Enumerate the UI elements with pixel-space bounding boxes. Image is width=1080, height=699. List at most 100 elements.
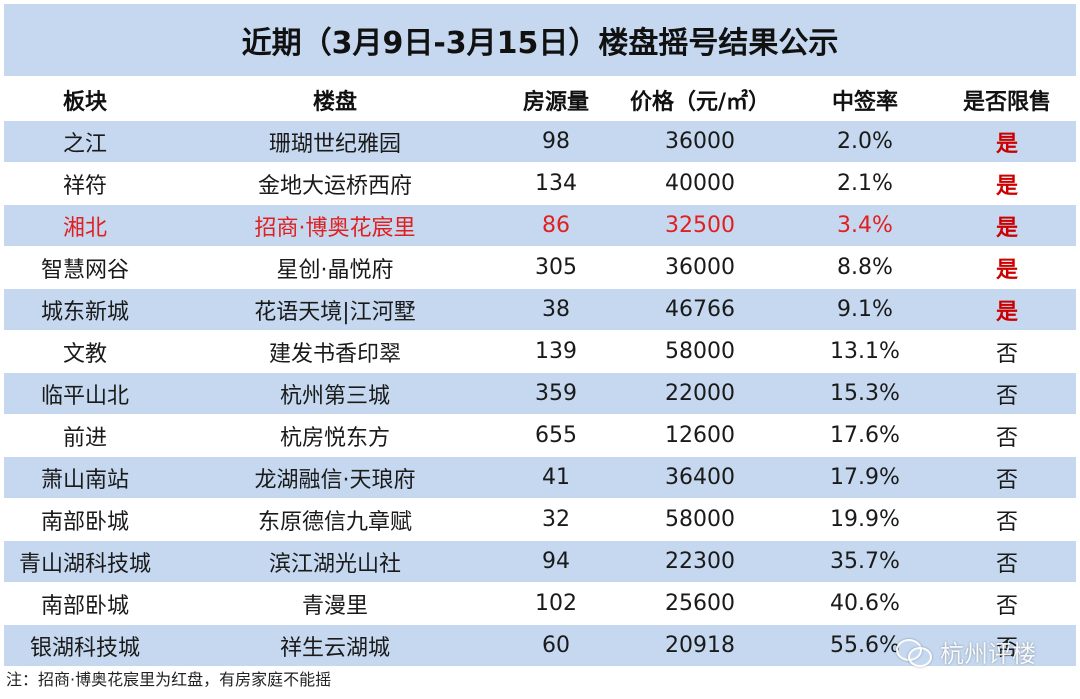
cell-price: 36400 bbox=[665, 465, 735, 490]
cell-area: 青山湖科技城 bbox=[18, 551, 151, 577]
cell-restricted: 否 bbox=[995, 425, 1018, 451]
cell-units: 32 bbox=[542, 507, 570, 532]
cell-restricted: 否 bbox=[995, 341, 1018, 367]
table-row: 南部卧城 青漫里 102 25600 40.6% 否 bbox=[4, 583, 1076, 625]
cell-project: 滨江湖光山社 bbox=[268, 551, 401, 577]
table-row: 湘北 招商·博奥花宸里 86 32500 3.4% 是 bbox=[4, 205, 1076, 247]
watermark: 杭州评楼 bbox=[896, 634, 1036, 669]
cell-price: 36000 bbox=[665, 129, 735, 154]
cell-rate: 8.8% bbox=[837, 255, 893, 280]
cell-units: 359 bbox=[535, 381, 577, 406]
cell-project: 花语天境|江河墅 bbox=[254, 299, 416, 325]
cell-restricted: 是 bbox=[995, 173, 1018, 199]
footnote: 注：招商·博奥花宸里为红盘，有房家庭不能摇 bbox=[6, 670, 332, 689]
cell-price: 32500 bbox=[665, 213, 735, 238]
cell-restricted: 否 bbox=[995, 383, 1018, 409]
cell-price: 46766 bbox=[665, 297, 735, 322]
table-row: 之江 珊瑚世纪雅园 98 36000 2.0% 是 bbox=[4, 121, 1076, 163]
table-row: 南部卧城 东原德信九章赋 32 58000 19.9% 否 bbox=[4, 499, 1076, 541]
cell-project: 招商·博奥花宸里 bbox=[254, 215, 416, 241]
cell-units: 41 bbox=[542, 465, 570, 490]
cell-area: 银湖科技城 bbox=[29, 635, 140, 661]
cell-project: 杭州第三城 bbox=[279, 383, 390, 409]
cell-project: 建发书香印翠 bbox=[268, 341, 401, 367]
header-rate: 中签率 bbox=[831, 90, 898, 115]
cell-price: 40000 bbox=[665, 171, 735, 196]
cell-units: 134 bbox=[535, 171, 577, 196]
cell-restricted: 是 bbox=[995, 299, 1018, 325]
cell-project: 青漫里 bbox=[301, 593, 368, 619]
cell-rate: 35.7% bbox=[830, 549, 900, 574]
cell-project: 珊瑚世纪雅园 bbox=[268, 131, 401, 157]
cell-area: 智慧网谷 bbox=[40, 257, 129, 283]
page-title: 近期（3月9日-3月15日）楼盘摇号结果公示 bbox=[4, 4, 1076, 76]
cell-project: 杭房悦东方 bbox=[279, 425, 390, 451]
cell-area: 湘北 bbox=[62, 215, 107, 241]
cell-price: 22300 bbox=[665, 549, 735, 574]
cell-price: 25600 bbox=[665, 591, 735, 616]
cell-restricted: 否 bbox=[995, 551, 1018, 577]
cell-units: 98 bbox=[542, 129, 570, 154]
cell-rate: 2.0% bbox=[837, 129, 893, 154]
cell-units: 38 bbox=[542, 297, 570, 322]
cell-units: 86 bbox=[542, 213, 570, 238]
cell-rate: 3.4% bbox=[837, 213, 893, 238]
table-row: 祥符 金地大运桥西府 134 40000 2.1% 是 bbox=[4, 163, 1076, 205]
cell-rate: 13.1% bbox=[830, 339, 900, 364]
cell-area: 临平山北 bbox=[40, 383, 129, 409]
cell-rate: 40.6% bbox=[830, 591, 900, 616]
cell-rate: 2.1% bbox=[837, 171, 893, 196]
cell-restricted: 否 bbox=[995, 593, 1018, 619]
table-header: 板块 楼盘 房源量 价格（元/㎡） 中签率 是否限售 bbox=[4, 80, 1076, 120]
watermark-text: 杭州评楼 bbox=[940, 640, 1036, 668]
cell-restricted: 是 bbox=[995, 257, 1018, 283]
cell-rate: 19.9% bbox=[830, 507, 900, 532]
cell-price: 36000 bbox=[665, 255, 735, 280]
cell-restricted: 是 bbox=[995, 215, 1018, 241]
header-restricted: 是否限售 bbox=[962, 90, 1051, 115]
cell-project: 龙湖融信·天琅府 bbox=[254, 467, 416, 493]
cell-area: 南部卧城 bbox=[40, 509, 129, 535]
table-body: 之江 珊瑚世纪雅园 98 36000 2.0% 是祥符 金地大运桥西府 134 40000 2.1… bbox=[4, 121, 1076, 667]
cell-units: 305 bbox=[535, 255, 577, 280]
cell-rate: 17.6% bbox=[830, 423, 900, 448]
cell-price: 20918 bbox=[665, 633, 735, 658]
cell-restricted: 否 bbox=[995, 635, 1018, 661]
cell-price: 22000 bbox=[665, 381, 735, 406]
table-row: 前进 杭房悦东方 655 12600 17.6% 否 bbox=[4, 415, 1076, 457]
wechat-icon bbox=[896, 637, 932, 667]
table-row: 文教 建发书香印翠 139 58000 13.1% 否 bbox=[4, 331, 1076, 373]
cell-restricted: 否 bbox=[995, 467, 1018, 493]
table-row: 萧山南站 龙湖融信·天琅府 41 36400 17.9% 否 bbox=[4, 457, 1076, 499]
cell-area: 南部卧城 bbox=[40, 593, 129, 619]
cell-project: 东原德信九章赋 bbox=[257, 509, 412, 535]
cell-area: 前进 bbox=[62, 425, 107, 451]
cell-price: 58000 bbox=[665, 507, 735, 532]
header-project: 楼盘 bbox=[312, 90, 357, 115]
cell-units: 102 bbox=[535, 591, 577, 616]
cell-project: 星创·晶悦府 bbox=[276, 257, 394, 283]
cell-units: 139 bbox=[535, 339, 577, 364]
table-row: 智慧网谷 星创·晶悦府 305 36000 8.8% 是 bbox=[4, 247, 1076, 289]
header-price: 价格（元/㎡） bbox=[629, 90, 771, 115]
cell-area: 之江 bbox=[62, 131, 107, 157]
cell-rate: 9.1% bbox=[837, 297, 893, 322]
header-units: 房源量 bbox=[522, 90, 589, 115]
cell-rate: 15.3% bbox=[830, 381, 900, 406]
cell-area: 城东新城 bbox=[40, 299, 129, 325]
cell-restricted: 否 bbox=[995, 509, 1018, 535]
cell-price: 12600 bbox=[665, 423, 735, 448]
cell-area: 文教 bbox=[62, 341, 107, 367]
cell-project: 金地大运桥西府 bbox=[257, 173, 412, 199]
cell-price: 58000 bbox=[665, 339, 735, 364]
cell-area: 萧山南站 bbox=[40, 467, 129, 493]
table-row: 青山湖科技城 滨江湖光山社 94 22300 35.7% 否 bbox=[4, 541, 1076, 583]
cell-units: 94 bbox=[542, 549, 570, 574]
cell-units: 60 bbox=[542, 633, 570, 658]
table-row: 城东新城 花语天境|江河墅 38 46766 9.1% 是 bbox=[4, 289, 1076, 331]
cell-area: 祥符 bbox=[62, 173, 107, 199]
cell-restricted: 是 bbox=[995, 131, 1018, 157]
cell-rate: 55.6% bbox=[830, 633, 900, 658]
cell-rate: 17.9% bbox=[830, 465, 900, 490]
cell-project: 祥生云湖城 bbox=[279, 635, 390, 661]
